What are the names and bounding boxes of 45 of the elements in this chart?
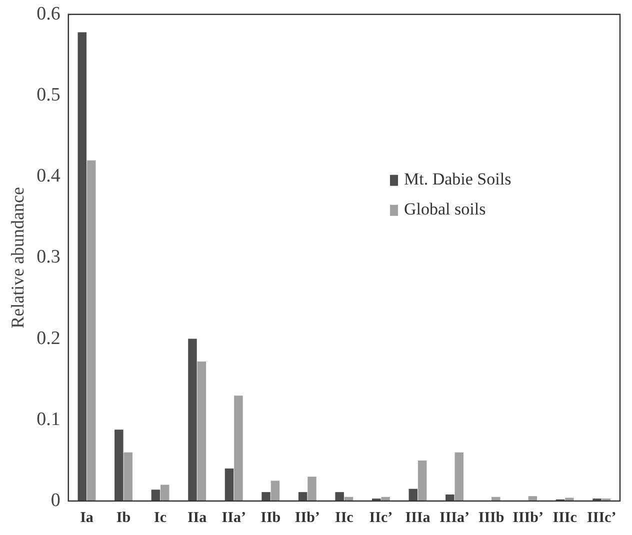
bar (78, 32, 87, 501)
y-tick-label: 0.5 (36, 84, 60, 106)
x-tick-label: Ic (154, 510, 167, 526)
bar (124, 452, 132, 501)
bar (224, 468, 234, 501)
x-tick-label: IIIa’ (439, 510, 470, 526)
x-tick-label: IIa (187, 510, 208, 526)
y-tick-label: 0.1 (36, 408, 60, 430)
bar (86, 160, 96, 501)
bar (151, 490, 160, 501)
y-tick-label: 0.2 (36, 328, 60, 349)
x-tick-label: IIIb’ (512, 510, 544, 526)
bar (188, 338, 197, 501)
bar (408, 488, 418, 501)
bar (335, 492, 344, 501)
bar (270, 480, 280, 501)
bar (528, 496, 538, 501)
x-tick-label: IIb’ (294, 510, 320, 526)
x-tick-label: IIc’ (369, 510, 393, 526)
y-tick-label: 0.4 (36, 166, 61, 187)
y-tick-label: 0.3 (36, 246, 60, 268)
bar (160, 484, 170, 501)
legend-label: Global soils (404, 199, 486, 218)
bar (446, 494, 454, 501)
x-tick-label: IIIc (552, 510, 578, 526)
y-tick-label: 0 (50, 490, 60, 511)
bar (454, 452, 464, 501)
bar (197, 362, 206, 501)
x-tick-label: Ia (80, 510, 94, 526)
y-tick-label: 0.6 (36, 3, 60, 24)
legend-label: Mt. Dabie Soils (404, 169, 512, 188)
x-tick-label: IIb (260, 510, 281, 526)
x-tick-label: IIIc’ (587, 510, 616, 526)
x-tick-label: Ib (116, 510, 131, 526)
bar (308, 476, 316, 501)
y-axis-title: Relative abundance (8, 186, 28, 328)
bar (298, 492, 308, 501)
x-tick-label: IIc (335, 510, 354, 526)
x-tick-label: IIa’ (222, 510, 246, 526)
x-tick-label: IIIb (478, 510, 504, 526)
bar (418, 460, 427, 501)
bar (234, 396, 243, 501)
bar (114, 430, 124, 501)
x-tick-label: IIIa (405, 510, 431, 526)
bar (262, 492, 270, 501)
